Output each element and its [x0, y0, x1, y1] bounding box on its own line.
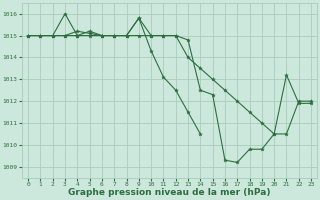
- X-axis label: Graphe pression niveau de la mer (hPa): Graphe pression niveau de la mer (hPa): [68, 188, 271, 197]
